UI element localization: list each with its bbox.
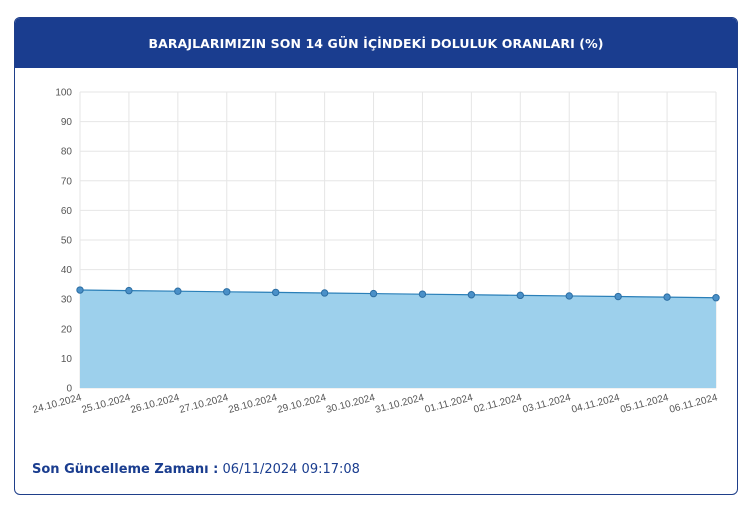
data-point bbox=[76, 286, 84, 294]
series-line bbox=[79, 289, 717, 299]
x-tick-label: 28.10.2024 bbox=[227, 392, 279, 416]
y-tick-label: 90 bbox=[61, 117, 73, 128]
data-point bbox=[712, 294, 720, 302]
y-tick-label: 100 bbox=[55, 88, 72, 99]
y-tick-label: 60 bbox=[61, 206, 73, 217]
area-fill bbox=[80, 290, 716, 388]
last-update-label: Son Güncelleme Zamanı : bbox=[32, 462, 219, 477]
chart-title: BARAJLARIMIZIN SON 14 GÜN İÇİNDEKİ DOLUL… bbox=[148, 35, 604, 51]
data-point bbox=[174, 287, 182, 295]
x-tick-label: 03.11.2024 bbox=[522, 392, 573, 416]
data-point bbox=[369, 289, 378, 298]
y-tick-label: 50 bbox=[61, 236, 73, 247]
y-tick-label: 40 bbox=[61, 265, 73, 276]
data-point bbox=[320, 289, 329, 297]
last-update-value: 06/11/2024 09:17:08 bbox=[222, 462, 360, 477]
x-tick-label: 06.11.2024 bbox=[668, 392, 719, 416]
y-tick-label: 20 bbox=[61, 324, 73, 335]
x-tick-label: 02.11.2024 bbox=[473, 392, 524, 416]
data-point bbox=[663, 293, 671, 301]
x-tick-label: 05.11.2024 bbox=[619, 392, 670, 416]
data-point bbox=[125, 286, 133, 295]
chart-card: BARAJLARIMIZIN SON 14 GÜN İÇİNDEKİ DOLUL… bbox=[14, 17, 738, 495]
data-point bbox=[223, 288, 231, 296]
data-point bbox=[467, 291, 476, 299]
x-tick-label: 26.10.2024 bbox=[129, 392, 181, 416]
x-tick-label: 29.10.2024 bbox=[276, 392, 328, 416]
x-tick-label: 30.10.2024 bbox=[325, 392, 377, 416]
y-tick-label: 70 bbox=[61, 176, 73, 187]
y-tick-label: 80 bbox=[61, 147, 73, 158]
data-point bbox=[614, 292, 622, 301]
card-header: BARAJLARIMIZIN SON 14 GÜN İÇİNDEKİ DOLUL… bbox=[15, 18, 737, 68]
data-point bbox=[418, 290, 427, 298]
y-tick-label: 0 bbox=[66, 384, 72, 395]
y-tick-label: 30 bbox=[61, 295, 73, 306]
x-tick-label: 24.10.2024 bbox=[32, 392, 84, 416]
data-point bbox=[565, 292, 573, 300]
data-point bbox=[516, 291, 525, 300]
x-tick-label: 31.10.2024 bbox=[374, 392, 426, 416]
x-tick-label: 25.10.2024 bbox=[80, 392, 132, 416]
area-chart: 0 10 20 30 40 50 60 70 80 90 100 24.10.202425.10.20… bbox=[32, 88, 720, 416]
y-tick-label: 10 bbox=[61, 354, 73, 365]
last-update: Son Güncelleme Zamanı : 06/11/2024 09:17… bbox=[32, 462, 360, 477]
x-tick-label: 01.11.2024 bbox=[424, 392, 475, 416]
x-tick-label: 27.10.2024 bbox=[178, 392, 230, 416]
x-tick-label: 04.11.2024 bbox=[570, 392, 621, 416]
data-point bbox=[271, 288, 280, 297]
